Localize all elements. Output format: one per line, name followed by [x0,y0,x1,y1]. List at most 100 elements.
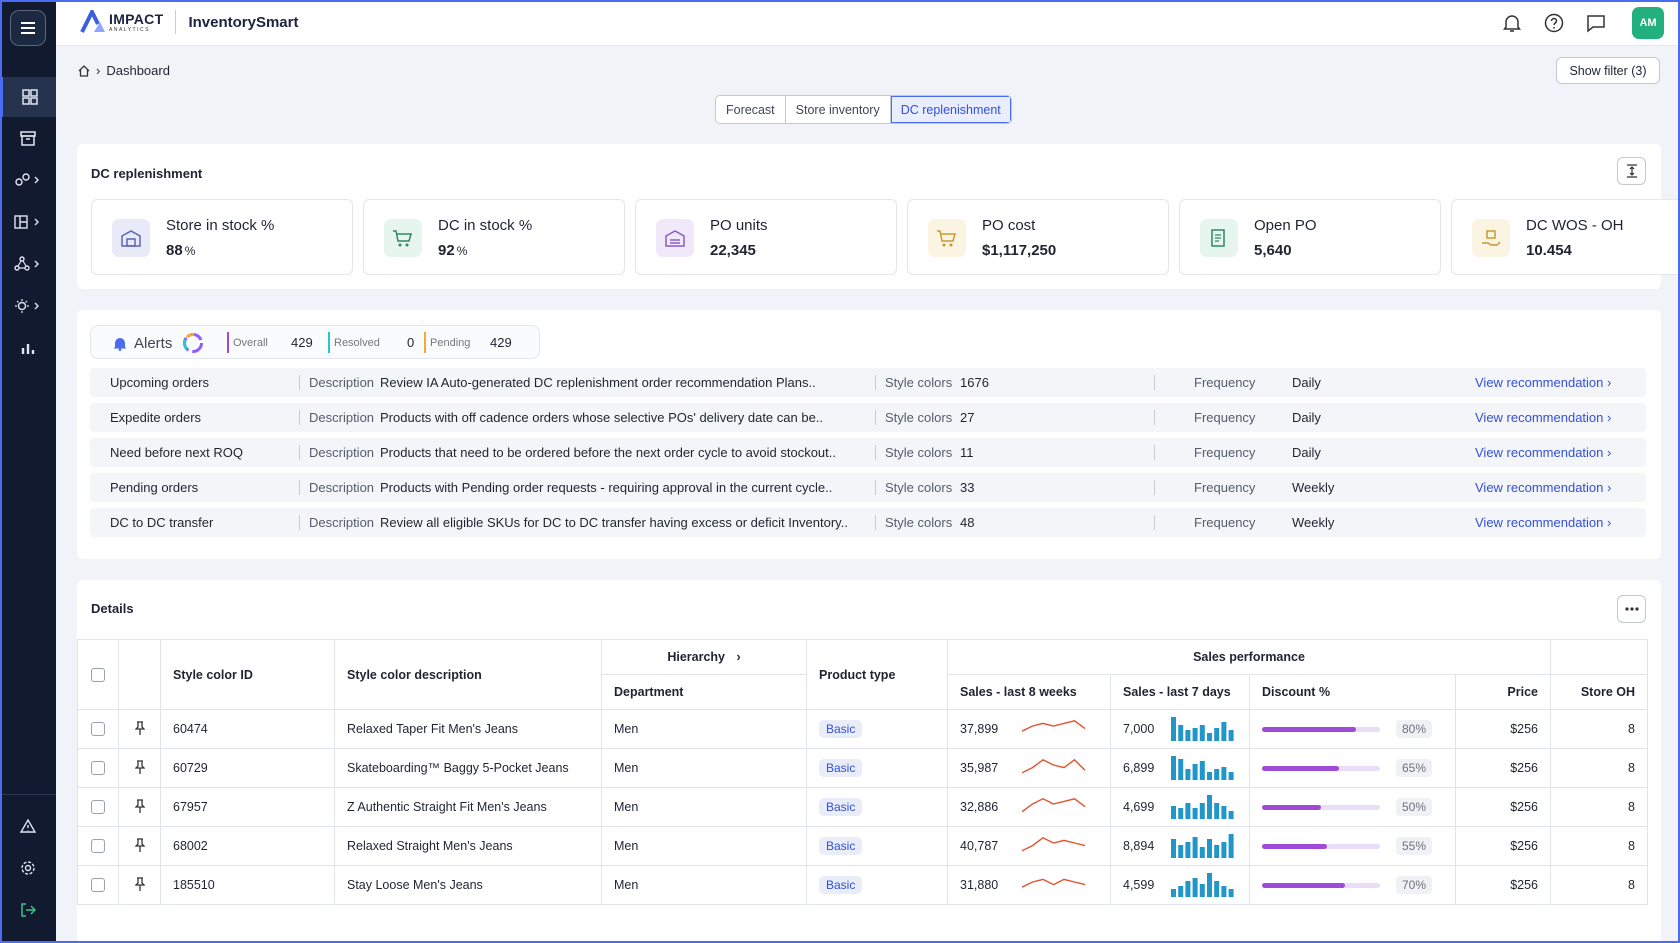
style-colors-label: Style colors [885,515,953,530]
sales-7d-bar [1185,881,1191,897]
sidebar-item-logout[interactable] [0,890,56,930]
table-row[interactable]: 60729 Skateboarding™ Baggy 5-Pocket Jeans… [77,748,1648,788]
row-checkbox[interactable] [91,722,105,737]
bar-chart-icon [21,344,35,354]
collapse-button[interactable] [1617,157,1646,185]
discount-bar [1262,726,1380,732]
sidebar-item-inventory[interactable] [0,118,56,158]
pin-icon[interactable] [133,876,146,891]
tab-forecast[interactable]: Forecast [716,96,786,123]
select-all-checkbox[interactable] [91,667,105,682]
bell-icon [1503,15,1521,32]
show-filter-button[interactable]: Show filter (3) [1556,57,1660,84]
more-options-button[interactable] [1617,595,1646,623]
table-row[interactable]: 67957 Z Authentic Straight Fit Men's Jean… [77,787,1648,827]
sidebar-item-allocation[interactable] [0,160,56,200]
pin-icon[interactable] [133,837,146,852]
tab-store-inventory[interactable]: Store inventory [786,96,891,123]
sales-7d-cell: 6,899 [1110,748,1250,788]
kpi-tile[interactable]: DC in stock % 92% [363,199,625,275]
kpi-number: 5,640 [1254,242,1292,259]
description-label: Description [309,445,375,460]
price: $256 [1455,748,1551,788]
sales-7d-bar [1192,837,1198,858]
menu-toggle-button[interactable] [10,10,46,46]
table-row[interactable]: 68002 Relaxed Straight Men's Jeans Men Basi… [77,826,1648,866]
sales-8w-value: 40,787 [960,839,999,853]
grid-icon [21,89,38,105]
view-recommendation-link[interactable]: View recommendation › [1475,410,1612,425]
row-checkbox[interactable] [91,878,105,893]
kpi-tile[interactable]: PO cost $1,117,250 [907,199,1169,275]
col-price[interactable]: Price [1455,674,1551,710]
table-row[interactable]: 185510 Stay Loose Men's Jeans Men Basic 31,8… [77,865,1648,905]
details-title: Details [91,601,134,616]
sidebar-item-dashboard[interactable] [0,77,56,117]
cart-icon [384,219,422,257]
pin-cell [118,826,161,866]
style-colors-label: Style colors [885,445,953,460]
pin-icon[interactable] [133,798,146,813]
sales-7d-bar [1199,761,1205,780]
sidebar-item-alerts[interactable] [0,806,56,846]
table-row[interactable]: 60474 Relaxed Taper Fit Men's Jeans Men Bas… [77,709,1648,749]
sales-7d-bar [1207,795,1212,819]
row-checkbox[interactable] [91,839,105,854]
sales-8w-sparkline [1021,720,1086,732]
view-recommendation-link[interactable]: View recommendation › [1475,515,1612,530]
hierarchy-group-header[interactable]: Hierarchy › [601,639,807,675]
kpi-number: 10.454 [1526,242,1572,259]
col-sales-8-weeks[interactable]: Sales - last 8 weeks [947,674,1111,710]
kpi-number: 88 [166,242,183,259]
sidebar-item-network[interactable] [0,244,56,284]
gear-icon [21,861,35,875]
view-recommendation-link[interactable]: View recommendation › [1475,445,1612,460]
kpi-tile[interactable]: Store in stock % 88% [91,199,353,275]
sales-7d-bar [1178,845,1184,858]
notifications-button[interactable] [1501,12,1523,34]
kpi-tile[interactable]: DC WOS - OH 10.454 [1451,199,1680,275]
sales-7d-bar [1192,728,1198,741]
sales-7d-bar [1199,725,1205,741]
pin-cell [118,709,161,749]
col-sales-7-days[interactable]: Sales - last 7 days [1110,674,1250,710]
col-product-type[interactable]: Product type [806,639,948,710]
sales-7d-bar [1185,769,1191,780]
pin-icon[interactable] [133,720,146,735]
sales-7d-bar [1207,772,1212,780]
kpi-tile[interactable]: Open PO 5,640 [1179,199,1441,275]
tab-dc-replenishment[interactable]: DC replenishment [890,96,1011,123]
home-icon[interactable] [78,64,90,77]
kpi-label: PO units [710,217,768,234]
sidebar-item-planning[interactable] [0,202,56,242]
alert-description: Review IA Auto-generated DC replenishmen… [380,375,816,390]
sidebar [0,0,56,943]
kpi-value: $1,117,250 [982,242,1058,259]
col-discount[interactable]: Discount % [1249,674,1456,710]
style-color-description: Z Authentic Straight Fit Men's Jeans [334,787,602,827]
col-store-oh[interactable]: Store OH [1550,674,1648,710]
kpi-tile[interactable]: PO units 22,345 [635,199,897,275]
chat-button[interactable] [1585,12,1607,34]
sidebar-item-reports[interactable] [0,328,56,368]
row-checkbox[interactable] [91,800,105,815]
discount-cell: 65% [1249,748,1456,788]
view-recommendation-link[interactable]: View recommendation › [1475,375,1612,390]
pin-icon[interactable] [133,759,146,774]
sidebar-item-insights[interactable] [0,286,56,326]
view-recommendation-link[interactable]: View recommendation › [1475,480,1612,495]
row-checkbox[interactable] [91,761,105,776]
description-label: Description [309,480,375,495]
discount-cell: 50% [1249,787,1456,827]
alert-description: Products with Pending order requests - r… [380,480,833,495]
col-style-color-description[interactable]: Style color description [334,639,602,710]
sidebar-item-settings[interactable] [0,848,56,888]
hamburger-icon [21,22,35,34]
col-style-color-id[interactable]: Style color ID [160,639,335,710]
pin-cell [118,787,161,827]
avatar[interactable]: AM [1632,7,1664,39]
help-button[interactable] [1543,12,1565,34]
col-department[interactable]: Department [601,674,807,710]
resolved-count: 0 [407,335,415,350]
pin-header [118,639,161,710]
